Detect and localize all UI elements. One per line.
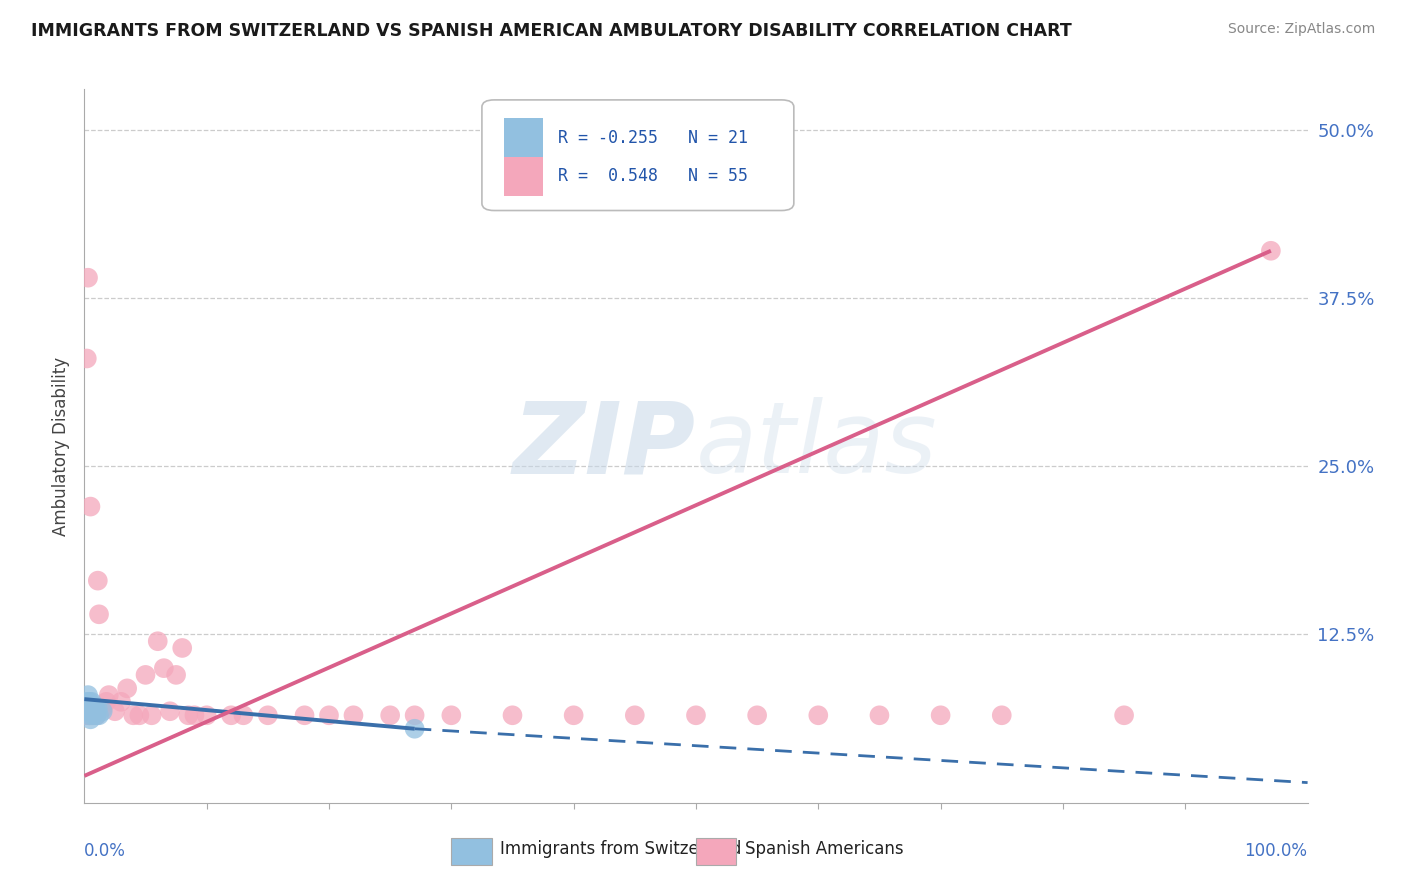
Point: [77, 701, 100, 715]
Point: [342, 708, 364, 723]
Point: [869, 708, 891, 723]
Point: [82, 701, 104, 715]
FancyBboxPatch shape: [482, 100, 794, 211]
Point: [153, 661, 176, 675]
Point: [91, 704, 114, 718]
Point: [991, 708, 1014, 723]
Point: [146, 634, 169, 648]
Y-axis label: Ambulatory Disability: Ambulatory Disability: [52, 357, 70, 535]
Point: [86, 708, 108, 723]
Point: [80, 701, 103, 715]
Point: [219, 708, 242, 723]
Point: [75, 698, 97, 713]
Point: [83, 704, 105, 718]
Point: [404, 708, 426, 723]
Point: [80, 708, 103, 723]
Point: [128, 708, 150, 723]
Point: [115, 681, 138, 696]
Point: [624, 708, 647, 723]
Point: [97, 688, 120, 702]
Point: [79, 500, 101, 514]
Point: [82, 708, 104, 723]
Text: R =  0.548   N = 55: R = 0.548 N = 55: [558, 168, 748, 186]
Point: [77, 688, 100, 702]
Point: [165, 668, 187, 682]
Point: [83, 704, 105, 718]
Point: [83, 698, 105, 713]
Point: [177, 708, 200, 723]
Point: [84, 701, 107, 715]
Point: [87, 701, 110, 715]
Point: [77, 708, 100, 723]
Point: [502, 708, 524, 723]
Point: [110, 695, 132, 709]
FancyBboxPatch shape: [503, 119, 543, 158]
Point: [79, 712, 101, 726]
Text: Immigrants from Switzerland: Immigrants from Switzerland: [501, 840, 741, 858]
Point: [294, 708, 316, 723]
Point: [404, 722, 426, 736]
Text: R = -0.255   N = 21: R = -0.255 N = 21: [558, 128, 748, 147]
FancyBboxPatch shape: [503, 157, 543, 196]
Point: [82, 708, 104, 723]
Point: [747, 708, 769, 723]
Point: [76, 351, 98, 366]
Point: [195, 708, 218, 723]
Point: [172, 640, 194, 655]
FancyBboxPatch shape: [696, 838, 737, 865]
Text: atlas: atlas: [696, 398, 938, 494]
Point: [76, 708, 98, 723]
Text: 100.0%: 100.0%: [1244, 842, 1308, 860]
Point: [80, 695, 103, 709]
Point: [380, 708, 402, 723]
Point: [76, 704, 98, 718]
Point: [1114, 708, 1136, 723]
Point: [75, 701, 97, 715]
Point: [562, 708, 585, 723]
Point: [1260, 244, 1282, 258]
Point: [87, 574, 110, 588]
Point: [135, 668, 157, 682]
Point: [79, 701, 101, 715]
FancyBboxPatch shape: [451, 838, 492, 865]
Point: [84, 701, 107, 715]
Point: [77, 695, 100, 709]
Point: [80, 704, 103, 718]
Point: [183, 708, 205, 723]
Point: [77, 708, 100, 723]
Point: [929, 708, 952, 723]
Point: [257, 708, 280, 723]
Point: [685, 708, 707, 723]
Point: [79, 708, 101, 723]
Point: [318, 708, 340, 723]
Text: ZIP: ZIP: [513, 398, 696, 494]
Point: [77, 708, 100, 723]
Point: [87, 708, 110, 723]
Point: [77, 270, 100, 285]
Point: [159, 704, 181, 718]
Text: Source: ZipAtlas.com: Source: ZipAtlas.com: [1227, 22, 1375, 37]
Point: [440, 708, 463, 723]
Point: [86, 708, 108, 723]
Text: IMMIGRANTS FROM SWITZERLAND VS SPANISH AMERICAN AMBULATORY DISABILITY CORRELATIO: IMMIGRANTS FROM SWITZERLAND VS SPANISH A…: [31, 22, 1071, 40]
Text: 0.0%: 0.0%: [84, 842, 127, 860]
Point: [77, 708, 100, 723]
Point: [141, 708, 163, 723]
Point: [232, 708, 254, 723]
Point: [87, 607, 110, 622]
Point: [96, 695, 118, 709]
Point: [122, 708, 145, 723]
Point: [104, 704, 127, 718]
Point: [807, 708, 830, 723]
Text: Spanish Americans: Spanish Americans: [745, 840, 904, 858]
Point: [76, 695, 98, 709]
Point: [91, 701, 114, 715]
